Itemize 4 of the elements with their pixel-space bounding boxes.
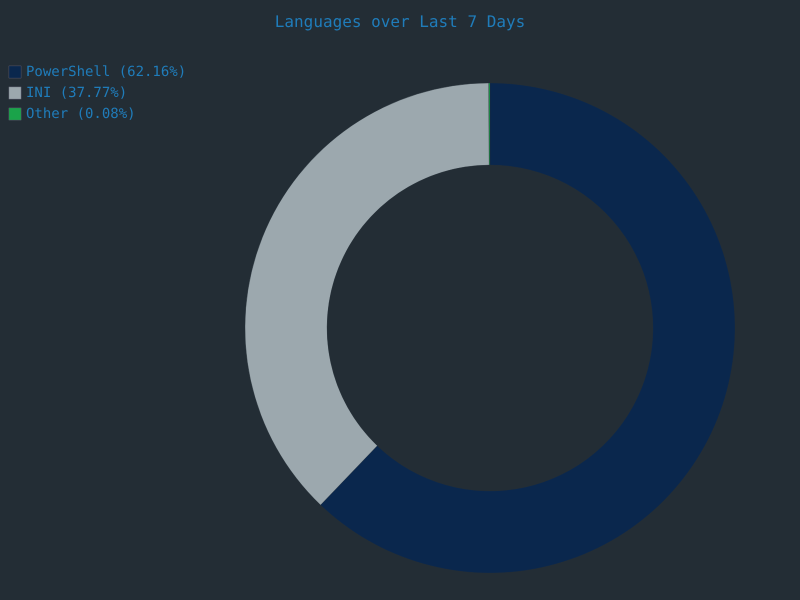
legend-label: Other (0.08%) [26, 106, 136, 122]
legend-label: PowerShell (62.16%) [26, 64, 186, 80]
chart-title: Languages over Last 7 Days [274, 12, 526, 31]
legend-label: INI (37.77%) [26, 85, 128, 101]
